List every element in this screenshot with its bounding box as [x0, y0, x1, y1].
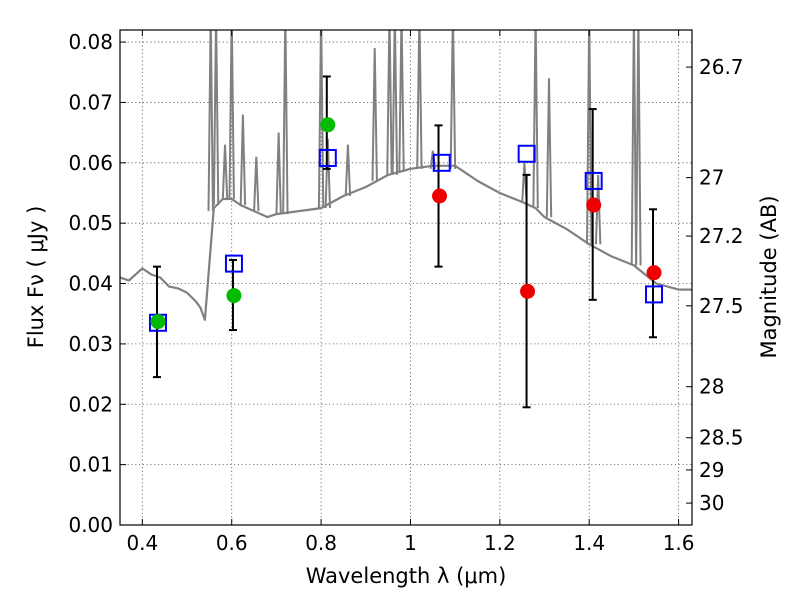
axes: 0.4 0.6 0.8 1 1.2 1.4 1.6 0.00 0.01 0.02 0.03 0.04 0… [68, 30, 744, 555]
magnitude-tick-label: 29 [699, 458, 724, 482]
emission-line-spike [594, 174, 602, 245]
emission-line-spike [371, 48, 378, 181]
x-axis-title: Wavelength λ (μm) [306, 564, 507, 588]
emission-line-spike [449, 30, 457, 169]
gridlines [120, 30, 692, 526]
y-tick-label: 0.00 [68, 513, 113, 537]
emission-line-spike [391, 30, 399, 175]
magnitude-tick-label: 27.5 [699, 294, 744, 318]
y-tick-label: 0.01 [68, 453, 113, 477]
emission-line-spike [545, 78, 553, 218]
x-tick-label: 1.2 [484, 531, 516, 555]
observed-point-green [150, 314, 166, 330]
y-tick-label: 0.03 [68, 332, 113, 356]
model-photometry-point [432, 153, 451, 172]
magnitude-tick-label: 28 [699, 375, 724, 399]
model-photometry-point [517, 144, 536, 163]
y-tick-label: 0.02 [68, 392, 113, 416]
magnitude-tick-label: 26.7 [699, 55, 744, 79]
x-tick-label: 0.8 [305, 531, 337, 555]
magnitude-tick-label: 27 [699, 166, 724, 190]
model-photometry-point [584, 171, 603, 190]
emission-line-spike [532, 30, 539, 209]
emission-line-spike [586, 30, 593, 245]
observed-point-green [226, 288, 242, 304]
x-tick-label: 0.6 [216, 531, 248, 555]
observed-point-green [320, 117, 336, 133]
y-tick-label: 0.06 [68, 151, 113, 175]
model-spectrum-line [120, 164, 692, 321]
x-tick-label: 1.4 [573, 531, 605, 555]
emission-line-spike [253, 156, 260, 212]
y-tick-label: 0.07 [68, 90, 113, 114]
emission-line-spike [207, 30, 214, 212]
axes-frame [119, 29, 693, 526]
emission-line-spike [282, 30, 289, 215]
right-axis-title: Magnitude (AB) [757, 195, 781, 358]
observed-point-red [586, 197, 602, 213]
observed-point-red [646, 265, 662, 281]
y-axis-title: Flux Fν ( μJy ) [24, 206, 48, 349]
x-tick-label: 0.4 [126, 531, 158, 555]
emission-line-spike [344, 144, 352, 197]
y-tick-label: 0.04 [68, 272, 113, 296]
magnitude-tick-label: 30 [699, 491, 724, 515]
emission-line-spike [239, 114, 247, 206]
emission-line-spike [416, 30, 423, 169]
emission-line-spike [221, 144, 229, 200]
emission-line-spike [212, 30, 220, 206]
emission-line-spike [228, 30, 235, 200]
plot-area [120, 30, 692, 409]
emission-line-spike [386, 30, 393, 175]
model-photometry-point [645, 285, 664, 304]
emission-line-spike [275, 132, 282, 215]
x-tick-label: 1 [404, 531, 417, 555]
emission-line-spike [317, 30, 325, 209]
y-tick-label: 0.05 [68, 211, 113, 235]
emission-line-spike [630, 30, 638, 266]
y-tick-label: 0.08 [68, 30, 113, 54]
x-tick-label: 1.6 [663, 531, 695, 555]
magnitude-tick-label: 28.5 [699, 426, 744, 450]
magnitude-tick-label: 27.2 [699, 224, 744, 248]
emission-line-spike [398, 30, 405, 172]
emission-line-spike [635, 30, 642, 266]
model-photometry-point [318, 148, 337, 167]
observed-point-red [432, 188, 448, 204]
model-photometry-point [224, 254, 243, 273]
observed-point-red [520, 283, 536, 299]
